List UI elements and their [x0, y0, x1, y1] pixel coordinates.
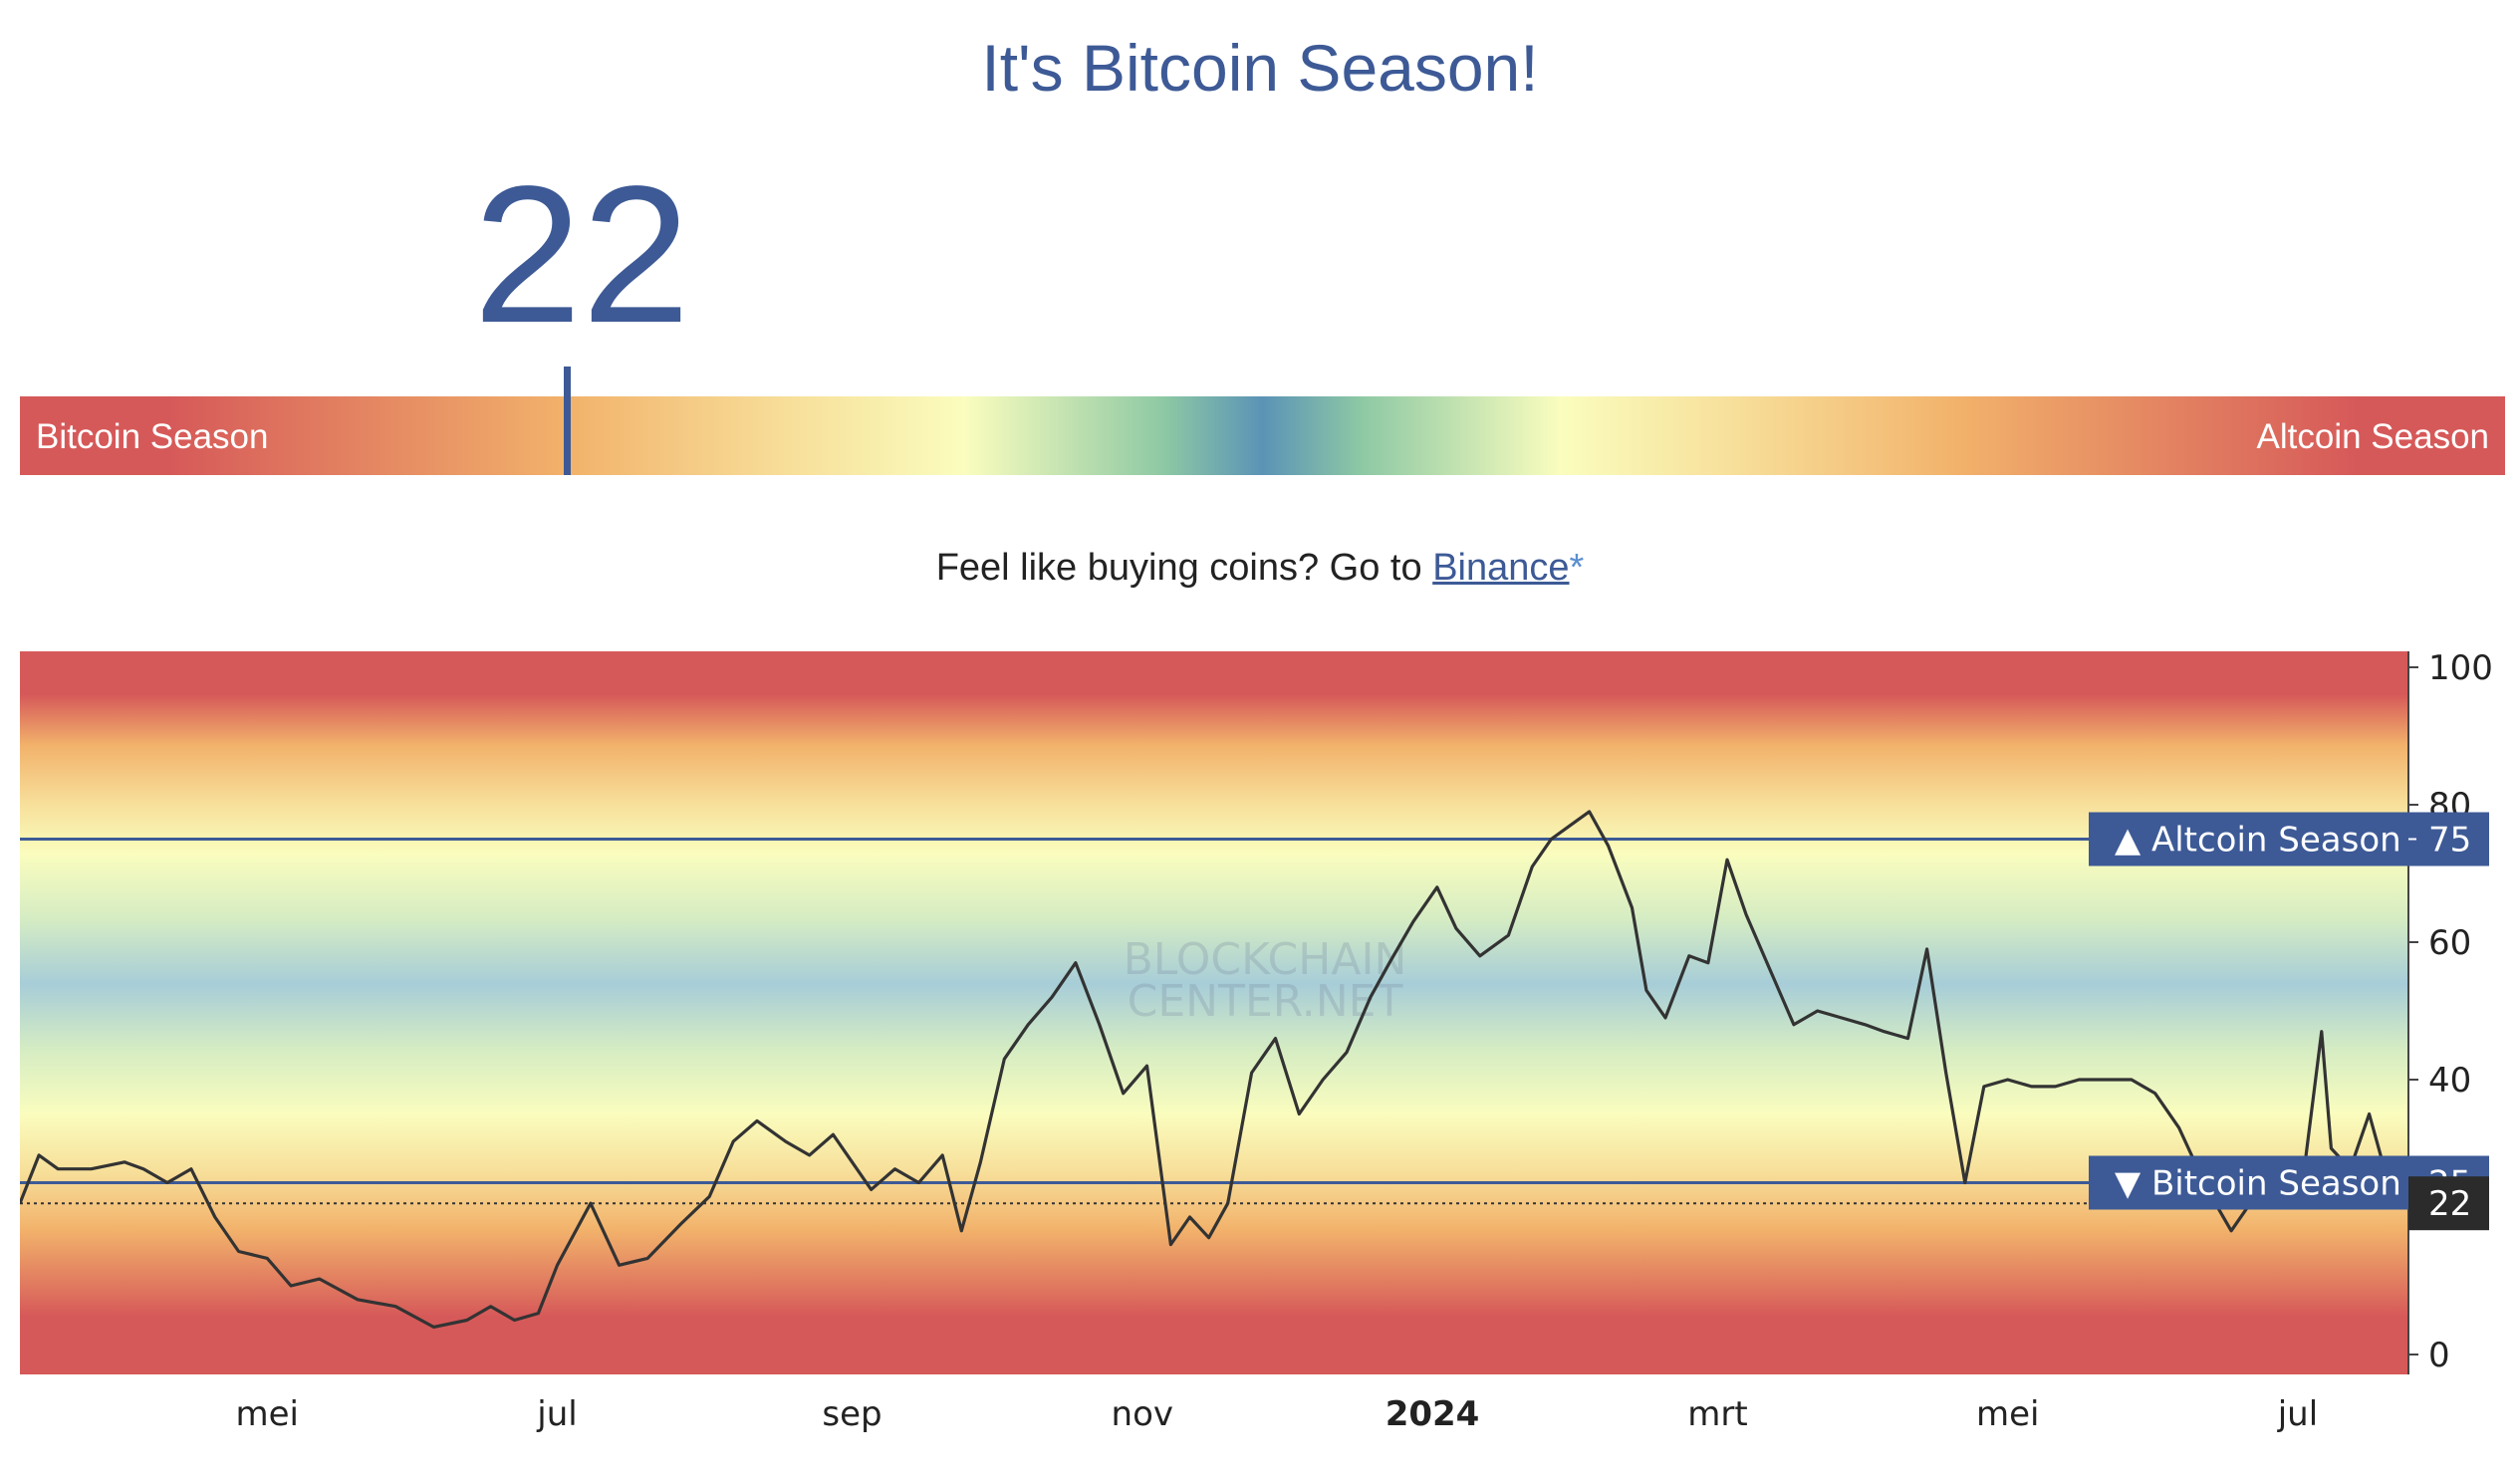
season-gauge-bar: Bitcoin Season Altcoin Season [20, 396, 2505, 475]
x-tick-label-3: nov [1112, 1394, 1173, 1434]
x-tick-label-1: jul [536, 1394, 577, 1434]
x-tick-label-4: 2024 [1386, 1394, 1480, 1434]
y-tick-label-60: 60 [2428, 923, 2471, 963]
x-tick-label-0: mei [236, 1394, 299, 1434]
series-line-0 [20, 810, 2404, 1329]
watermark-line-2: CENTER.NET [1128, 976, 1403, 1027]
y-tick-label-40: 40 [2428, 1061, 2471, 1101]
plot-background [20, 651, 2408, 1374]
watermark-line-1: BLOCKCHAIN [1124, 934, 1407, 985]
watermark: BLOCKCHAIN CENTER.NET [1124, 934, 1407, 1027]
altcoin-index-chart: BLOCKCHAIN CENTER.NET 020406080100 ▲ Alt… [20, 648, 2493, 1434]
threshold-badge-0 [2089, 812, 2489, 866]
gauge-label-altcoin-season: Altcoin Season [2256, 417, 2489, 456]
x-tick-label-6: mei [1976, 1394, 2039, 1434]
page-title: It's Bitcoin Season! [981, 31, 1539, 105]
current-value-badge [2408, 1176, 2489, 1231]
threshold-badge-value-0: 75 [2428, 821, 2471, 861]
promo-text: Feel like buying coins? Go to Binance* [0, 547, 2520, 590]
binance-link[interactable]: Binance [1432, 547, 1570, 589]
threshold-badge-label-0: ▲ Altcoin Season [2115, 821, 2401, 861]
y-tick-label-100: 100 [2428, 648, 2493, 688]
x-tick-label-2: sep [822, 1394, 882, 1434]
gauge-marker [563, 367, 571, 475]
x-tick-label-7: jul [2277, 1394, 2318, 1434]
gauge-label-bitcoin-season: Bitcoin Season [36, 417, 269, 456]
promo-prefix: Feel like buying coins? Go to [935, 547, 1433, 589]
altcoin-index-value: 22 [473, 145, 691, 364]
current-value-badge-label: 22 [2428, 1184, 2471, 1224]
x-tick-label-5: mrt [1687, 1394, 1747, 1434]
promo-asterisk: * [1569, 547, 1585, 589]
threshold-badge-label-1: ▼ Bitcoin Season [2115, 1164, 2401, 1204]
y-tick-label-0: 0 [2428, 1336, 2450, 1375]
